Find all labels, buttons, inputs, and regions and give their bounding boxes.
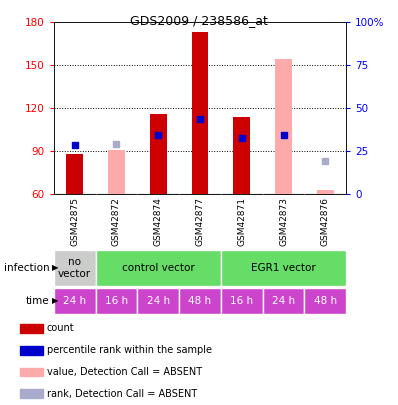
Bar: [304, 288, 346, 314]
Bar: [20, 389, 43, 398]
Bar: [233, 117, 250, 194]
Bar: [263, 288, 304, 314]
Bar: [179, 288, 221, 314]
Bar: [96, 250, 221, 286]
Text: value, Detection Call = ABSENT: value, Detection Call = ABSENT: [47, 367, 202, 377]
Text: ▶: ▶: [52, 264, 58, 273]
Bar: [20, 324, 43, 333]
Bar: [221, 288, 263, 314]
Text: ▶: ▶: [52, 296, 58, 305]
Bar: [317, 190, 334, 194]
Bar: [66, 154, 83, 194]
Bar: [191, 32, 208, 194]
Bar: [20, 368, 43, 376]
Text: GSM42873: GSM42873: [279, 197, 288, 246]
Text: EGR1 vector: EGR1 vector: [251, 263, 316, 273]
Text: count: count: [47, 324, 74, 333]
Text: 16 h: 16 h: [105, 296, 128, 306]
Bar: [150, 114, 166, 194]
Bar: [20, 346, 43, 354]
Text: GSM42875: GSM42875: [70, 197, 79, 246]
Text: infection: infection: [4, 263, 50, 273]
Bar: [221, 250, 346, 286]
Bar: [54, 250, 96, 286]
Bar: [137, 288, 179, 314]
Text: percentile rank within the sample: percentile rank within the sample: [47, 345, 212, 355]
Text: GSM42871: GSM42871: [237, 197, 246, 246]
Text: GDS2009 / 238586_at: GDS2009 / 238586_at: [130, 14, 268, 27]
Bar: [96, 288, 137, 314]
Text: 48 h: 48 h: [188, 296, 212, 306]
Text: 48 h: 48 h: [314, 296, 337, 306]
Text: control vector: control vector: [122, 263, 195, 273]
Text: time: time: [26, 296, 50, 306]
Text: GSM42876: GSM42876: [321, 197, 330, 246]
Text: 16 h: 16 h: [230, 296, 254, 306]
Text: 24 h: 24 h: [146, 296, 170, 306]
Bar: [54, 288, 96, 314]
Text: GSM42877: GSM42877: [195, 197, 205, 246]
Text: rank, Detection Call = ABSENT: rank, Detection Call = ABSENT: [47, 389, 197, 399]
Text: no
vector: no vector: [58, 257, 91, 279]
Bar: [275, 59, 292, 194]
Text: 24 h: 24 h: [63, 296, 86, 306]
Bar: [108, 149, 125, 194]
Text: 24 h: 24 h: [272, 296, 295, 306]
Text: GSM42874: GSM42874: [154, 197, 163, 245]
Text: GSM42872: GSM42872: [112, 197, 121, 245]
